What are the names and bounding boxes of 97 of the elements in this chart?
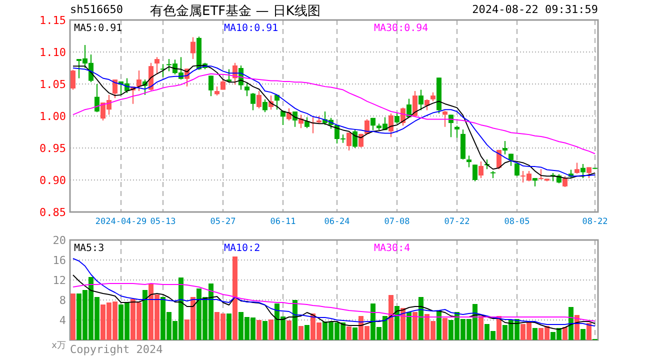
x-tick-label: 05-13 bbox=[150, 217, 176, 227]
bar bbox=[568, 307, 574, 340]
text: MA10:2 bbox=[224, 243, 260, 254]
candlestick bbox=[514, 162, 520, 177]
candlestick bbox=[424, 98, 430, 111]
bar bbox=[232, 256, 238, 340]
bar bbox=[442, 318, 448, 340]
candlestick bbox=[448, 114, 454, 138]
y-tick-label: 1.10 bbox=[40, 46, 66, 59]
bar bbox=[388, 295, 394, 340]
chart-title: 有色金属ETF基金 — 日K线图 bbox=[150, 4, 320, 19]
y-tick-label: 8 bbox=[59, 294, 66, 307]
bar bbox=[298, 326, 304, 340]
x-tick-label: 2024-04-29 bbox=[95, 217, 147, 227]
bar bbox=[268, 320, 274, 340]
candlestick bbox=[208, 75, 214, 97]
candlestick bbox=[148, 62, 154, 91]
bar bbox=[496, 316, 502, 340]
candlestick bbox=[574, 162, 580, 174]
candlestick bbox=[352, 128, 358, 148]
bar bbox=[580, 329, 586, 340]
candlestick bbox=[226, 68, 232, 84]
bar bbox=[304, 325, 310, 340]
bar bbox=[394, 306, 400, 340]
x-tick-label: 08-22 bbox=[582, 217, 608, 227]
candlestick bbox=[586, 166, 592, 179]
y-tick-label: 12 bbox=[52, 274, 66, 287]
y-tick-label: 1.15 bbox=[40, 14, 66, 27]
text: MA30:4 bbox=[374, 243, 410, 254]
candlestick bbox=[454, 125, 460, 138]
x-tick-label: 07-08 bbox=[384, 217, 410, 227]
text: MA5:3 bbox=[74, 243, 104, 254]
x-tick-label: 05-27 bbox=[210, 217, 236, 227]
bar bbox=[70, 294, 76, 340]
candlestick bbox=[418, 89, 424, 111]
bar bbox=[352, 328, 358, 340]
bar bbox=[532, 328, 538, 340]
candlestick bbox=[112, 79, 118, 99]
candlestick bbox=[442, 110, 448, 128]
y-tick-label: 0.85 bbox=[40, 206, 66, 219]
line-series bbox=[72, 283, 596, 322]
bar bbox=[436, 310, 442, 340]
candlestick bbox=[154, 56, 160, 75]
x-tick-label: 08-05 bbox=[504, 217, 530, 227]
candlestick bbox=[472, 164, 478, 182]
y-tick-label: 0.95 bbox=[40, 142, 66, 155]
text: MA10:0.91 bbox=[224, 23, 278, 34]
text: Copyright 2024 bbox=[70, 343, 164, 356]
candlestick bbox=[346, 132, 352, 152]
bar bbox=[586, 323, 592, 340]
candlestick bbox=[70, 69, 76, 90]
bar bbox=[412, 312, 418, 340]
candlestick bbox=[304, 116, 310, 129]
candlestick bbox=[94, 84, 100, 113]
candlestick bbox=[250, 92, 256, 111]
candlestick bbox=[256, 90, 262, 109]
text: sh516650 bbox=[70, 3, 123, 16]
bar bbox=[562, 327, 568, 340]
y-tick-label: 1.05 bbox=[40, 78, 66, 91]
candlestick bbox=[394, 112, 400, 124]
y-tick-label: 1.00 bbox=[40, 110, 66, 123]
bar bbox=[226, 314, 232, 340]
line-series bbox=[72, 258, 596, 326]
bar bbox=[286, 320, 292, 340]
bar bbox=[418, 297, 424, 340]
candlestick bbox=[466, 155, 472, 168]
bar bbox=[256, 320, 262, 340]
candlestick bbox=[220, 79, 226, 90]
y-tick-label: 20 bbox=[52, 234, 66, 247]
candlestick bbox=[580, 164, 586, 179]
bar bbox=[292, 300, 298, 340]
bar bbox=[406, 312, 412, 340]
candlestick bbox=[562, 176, 568, 188]
x-tick-label: 06-11 bbox=[270, 217, 296, 227]
bar bbox=[142, 290, 148, 340]
y-tick-label: 0.90 bbox=[40, 174, 66, 187]
candlestick bbox=[244, 82, 250, 97]
candlestick bbox=[190, 36, 196, 60]
text: 2024-08-22 09:31:59 bbox=[472, 3, 598, 16]
candlestick bbox=[136, 70, 142, 92]
bar bbox=[346, 326, 352, 340]
candlestick bbox=[502, 140, 508, 155]
bar bbox=[262, 321, 268, 340]
candlestick bbox=[370, 117, 376, 131]
candlestick bbox=[262, 98, 268, 113]
line-series bbox=[72, 274, 596, 330]
text: MA30:0.94 bbox=[374, 23, 428, 34]
y-tick-label: 4 bbox=[59, 314, 66, 327]
x-tick-label: 07-22 bbox=[444, 217, 470, 227]
y-tick-label: 16 bbox=[52, 254, 66, 267]
candlestick bbox=[478, 160, 484, 179]
x-tick-label: 06-24 bbox=[324, 217, 350, 227]
candlestick bbox=[388, 112, 394, 138]
text: MA5:0.91 bbox=[74, 23, 122, 34]
bar bbox=[478, 316, 484, 340]
y-axis-title: x万 bbox=[52, 341, 66, 351]
candlestick bbox=[508, 153, 514, 166]
